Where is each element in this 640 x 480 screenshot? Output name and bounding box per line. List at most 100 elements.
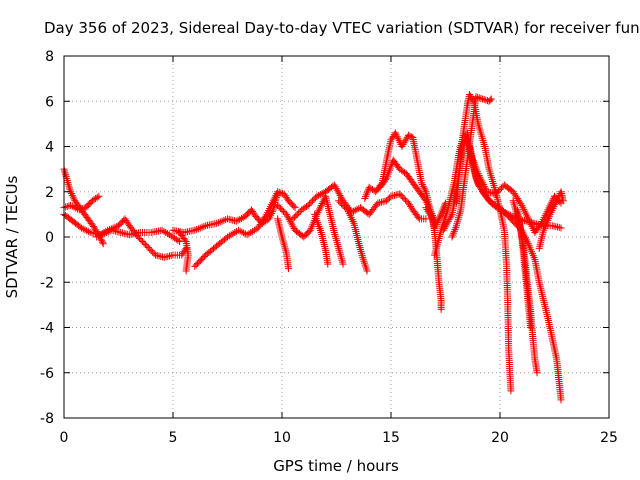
data-point [353,205,361,213]
data-point [363,267,371,275]
y-tick-label: -8 [40,411,54,427]
data-point [220,216,228,224]
data-point [194,225,202,233]
data-point [109,224,117,232]
data-point [269,197,277,205]
data-point [475,171,483,179]
data-point [475,94,483,102]
data-point [245,230,253,238]
y-tick-labels: 8 6 4 2 0 -2 -4 -6 -8 [40,49,54,427]
data-point [240,229,248,237]
data-point [396,190,404,198]
data-point [243,231,251,239]
data-point [268,209,276,217]
data-point [290,202,298,210]
data-point [399,193,407,201]
data-point [236,227,244,235]
data-point [317,201,325,209]
data-point [262,212,270,220]
data-point [497,184,505,192]
data-point [422,215,430,223]
data-point [67,190,75,198]
data-point [479,179,487,187]
data-point [424,200,432,208]
data-point [337,193,345,201]
data-point [176,238,184,246]
data-point [382,176,390,184]
data-point [271,193,279,201]
data-point [84,228,92,236]
data-point [284,214,292,222]
series-track-14 [376,156,439,225]
data-point [559,197,567,205]
data-point [402,196,410,204]
data-point [68,202,76,210]
data-point [272,191,280,199]
data-point [295,209,303,217]
y-tick-label: 6 [45,94,54,110]
series-track-12 [335,197,371,275]
series-track-8 [274,215,293,273]
data-point [225,232,233,240]
data-point [193,225,201,233]
data-point [338,200,346,208]
data-point [507,387,515,395]
data-point [250,226,258,234]
data-point [478,177,486,185]
data-point [144,244,152,252]
data-point [278,206,286,214]
data-point [282,210,290,218]
data-point [351,206,359,214]
data-point [95,232,103,240]
data-point [315,207,323,215]
data-point [234,216,242,224]
data-point [309,197,317,205]
x-axis-label: GPS time / hours [273,457,399,475]
x-tick-label: 10 [273,430,291,446]
data-point [533,369,541,377]
data-point [406,132,414,140]
y-tick-label: -2 [40,275,54,291]
data-point [477,94,485,102]
data-point [421,186,429,194]
data-point [100,228,108,236]
data-point [418,179,426,187]
data-point [486,96,494,104]
data-point [238,228,246,236]
data-point [236,215,244,223]
data-point [293,210,301,218]
series-track-9 [274,192,347,268]
data-point [313,192,321,200]
data-point [336,198,344,206]
data-point [164,230,172,238]
data-point [174,236,182,244]
data-point [267,211,275,219]
data-point [102,227,110,235]
y-tick-label: 4 [45,140,54,156]
data-point [480,182,488,190]
data-point [277,204,285,212]
x-tick-label: 20 [491,430,509,446]
data-point [469,96,477,104]
y-tick-label: -6 [40,366,54,382]
data-point [414,213,422,221]
data-point [481,184,489,192]
data-point [285,265,293,273]
data-point [136,235,144,243]
data-point [270,195,278,203]
data-point [218,217,226,225]
data-point [181,236,189,244]
data-point [319,198,327,206]
data-point [479,181,487,189]
data-point [460,132,468,140]
series-track-1 [60,165,107,248]
data-point [216,218,224,226]
data-point [198,223,206,231]
series-track-10 [289,181,430,223]
data-point [383,197,391,205]
data-point [339,260,347,268]
data-point [77,205,85,213]
data-point [527,324,535,331]
data-point [81,226,89,234]
